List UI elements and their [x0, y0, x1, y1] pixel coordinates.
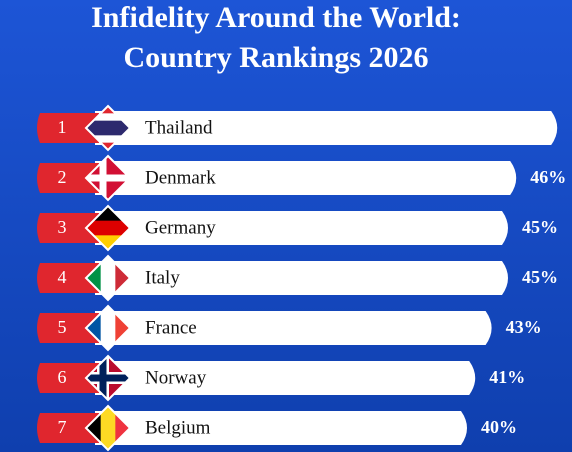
flag-stripe — [86, 128, 130, 136]
bar — [95, 361, 476, 395]
flag-stripe — [99, 156, 107, 200]
rows: 1Thailand51%2Denmark46%3Germany45%4Italy… — [37, 104, 572, 452]
flag-border — [84, 104, 132, 152]
value-label: 46% — [530, 167, 566, 187]
rank-box — [37, 363, 99, 393]
rank-box — [37, 113, 99, 143]
value-label: 45% — [522, 217, 558, 237]
rank-box — [37, 413, 99, 443]
rank-label: 2 — [58, 167, 67, 187]
flag-border — [84, 254, 132, 302]
bar — [95, 411, 467, 445]
flag-stripe — [86, 106, 130, 114]
flag-border — [84, 354, 132, 402]
value-label: 40% — [481, 417, 517, 437]
category-label: Thailand — [145, 117, 213, 138]
flag-border — [84, 154, 132, 202]
flag-stripe — [86, 142, 130, 150]
flag-stripe — [100, 406, 116, 450]
category-label: Belgium — [145, 417, 211, 438]
flag — [86, 106, 130, 150]
bar — [95, 111, 558, 145]
rank-box — [37, 213, 99, 243]
flag-stripe — [86, 135, 130, 144]
chart-title: Country Rankings 2026 — [123, 41, 428, 74]
rank-label: 7 — [58, 417, 67, 437]
category-label: Germany — [145, 217, 216, 238]
row: 2 Denmark 46% — [37, 154, 566, 202]
row: 3 Germany 45% — [37, 204, 558, 252]
category-label: France — [145, 317, 197, 338]
flag-stripe — [86, 174, 130, 182]
bar — [95, 311, 492, 345]
bar — [95, 261, 508, 295]
flag-stripe — [99, 356, 107, 400]
rank-label: 6 — [58, 367, 67, 387]
flag-stripe — [86, 120, 130, 129]
flag-border — [84, 404, 132, 452]
flag-stripe — [86, 220, 130, 236]
row: 4 Italy 45% — [37, 254, 558, 302]
value-label: 43% — [506, 317, 542, 337]
rank-box — [37, 313, 99, 343]
flag-stripe — [100, 306, 116, 350]
rank-box — [37, 263, 99, 293]
flag-border — [84, 204, 132, 252]
rank-label: 5 — [58, 317, 67, 337]
row: 5 France 43% — [37, 304, 542, 352]
flag-stripe — [86, 113, 130, 122]
row: 6 Norway 41% — [37, 354, 525, 402]
flag-stripe — [100, 256, 116, 300]
category-label: Italy — [145, 267, 180, 288]
flag-stripe — [86, 374, 130, 382]
category-label: Denmark — [145, 167, 216, 188]
category-label: Norway — [145, 367, 207, 388]
row: 7 Belgium 40% — [37, 404, 517, 452]
bar — [95, 211, 508, 245]
rank-label: 3 — [58, 217, 67, 237]
rank-box — [37, 163, 99, 193]
bar — [95, 161, 517, 195]
rank-label: 4 — [58, 267, 67, 287]
flag-border — [84, 304, 132, 352]
rank-label: 1 — [58, 117, 67, 137]
value-label: 45% — [522, 267, 558, 287]
row: 1Thailand51% — [37, 104, 572, 152]
value-label: 41% — [489, 367, 525, 387]
chart-title: Infidelity Around the World: — [91, 1, 461, 34]
